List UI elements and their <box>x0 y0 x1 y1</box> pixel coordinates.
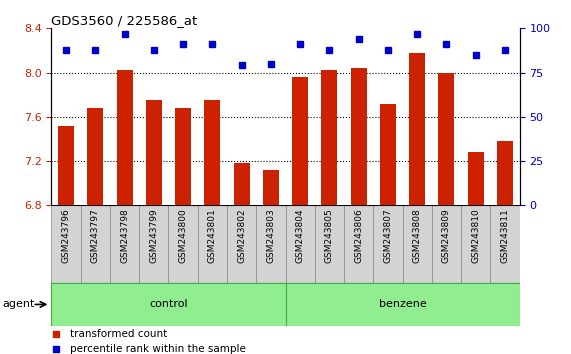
Text: GSM243804: GSM243804 <box>296 209 305 263</box>
Text: GSM243798: GSM243798 <box>120 209 129 263</box>
Text: GSM243799: GSM243799 <box>149 209 158 263</box>
Bar <box>227 205 256 283</box>
Text: GSM243806: GSM243806 <box>354 209 363 263</box>
Text: agent: agent <box>3 299 35 309</box>
Text: GSM243803: GSM243803 <box>266 209 275 263</box>
Bar <box>110 205 139 283</box>
Text: GSM243805: GSM243805 <box>325 209 334 263</box>
Bar <box>351 68 367 205</box>
Bar <box>234 163 250 205</box>
Bar <box>497 141 513 205</box>
Bar <box>461 205 490 283</box>
Text: transformed count: transformed count <box>70 329 167 339</box>
Text: GDS3560 / 225586_at: GDS3560 / 225586_at <box>51 14 198 27</box>
Bar <box>490 205 520 283</box>
Text: GSM243807: GSM243807 <box>383 209 392 263</box>
Bar <box>403 205 432 283</box>
Bar <box>344 205 373 283</box>
Bar <box>292 77 308 205</box>
Bar <box>168 205 198 283</box>
Text: GSM243801: GSM243801 <box>208 209 217 263</box>
Text: GSM243800: GSM243800 <box>179 209 188 263</box>
Bar <box>204 100 220 205</box>
Bar <box>51 205 81 283</box>
Bar <box>263 170 279 205</box>
Bar <box>286 283 520 326</box>
Bar <box>139 205 168 283</box>
Text: percentile rank within the sample: percentile rank within the sample <box>70 344 246 354</box>
Text: GSM243809: GSM243809 <box>442 209 451 263</box>
Bar <box>116 70 132 205</box>
Bar <box>439 73 455 205</box>
Bar <box>409 53 425 205</box>
Text: GSM243796: GSM243796 <box>62 209 71 263</box>
Bar <box>81 205 110 283</box>
Bar <box>51 283 286 326</box>
Bar <box>58 126 74 205</box>
Bar <box>256 205 286 283</box>
Bar <box>198 205 227 283</box>
Bar <box>432 205 461 283</box>
Bar <box>468 152 484 205</box>
Bar <box>146 100 162 205</box>
Bar <box>315 205 344 283</box>
Text: control: control <box>149 299 188 309</box>
Bar <box>286 205 315 283</box>
Bar <box>321 70 337 205</box>
Text: GSM243802: GSM243802 <box>237 209 246 263</box>
Bar <box>175 108 191 205</box>
Bar <box>373 205 403 283</box>
Bar <box>87 108 103 205</box>
Text: GSM243808: GSM243808 <box>413 209 422 263</box>
Text: benzene: benzene <box>379 299 427 309</box>
Text: GSM243810: GSM243810 <box>471 209 480 263</box>
Bar <box>380 104 396 205</box>
Text: GSM243811: GSM243811 <box>500 209 509 263</box>
Text: GSM243797: GSM243797 <box>91 209 100 263</box>
